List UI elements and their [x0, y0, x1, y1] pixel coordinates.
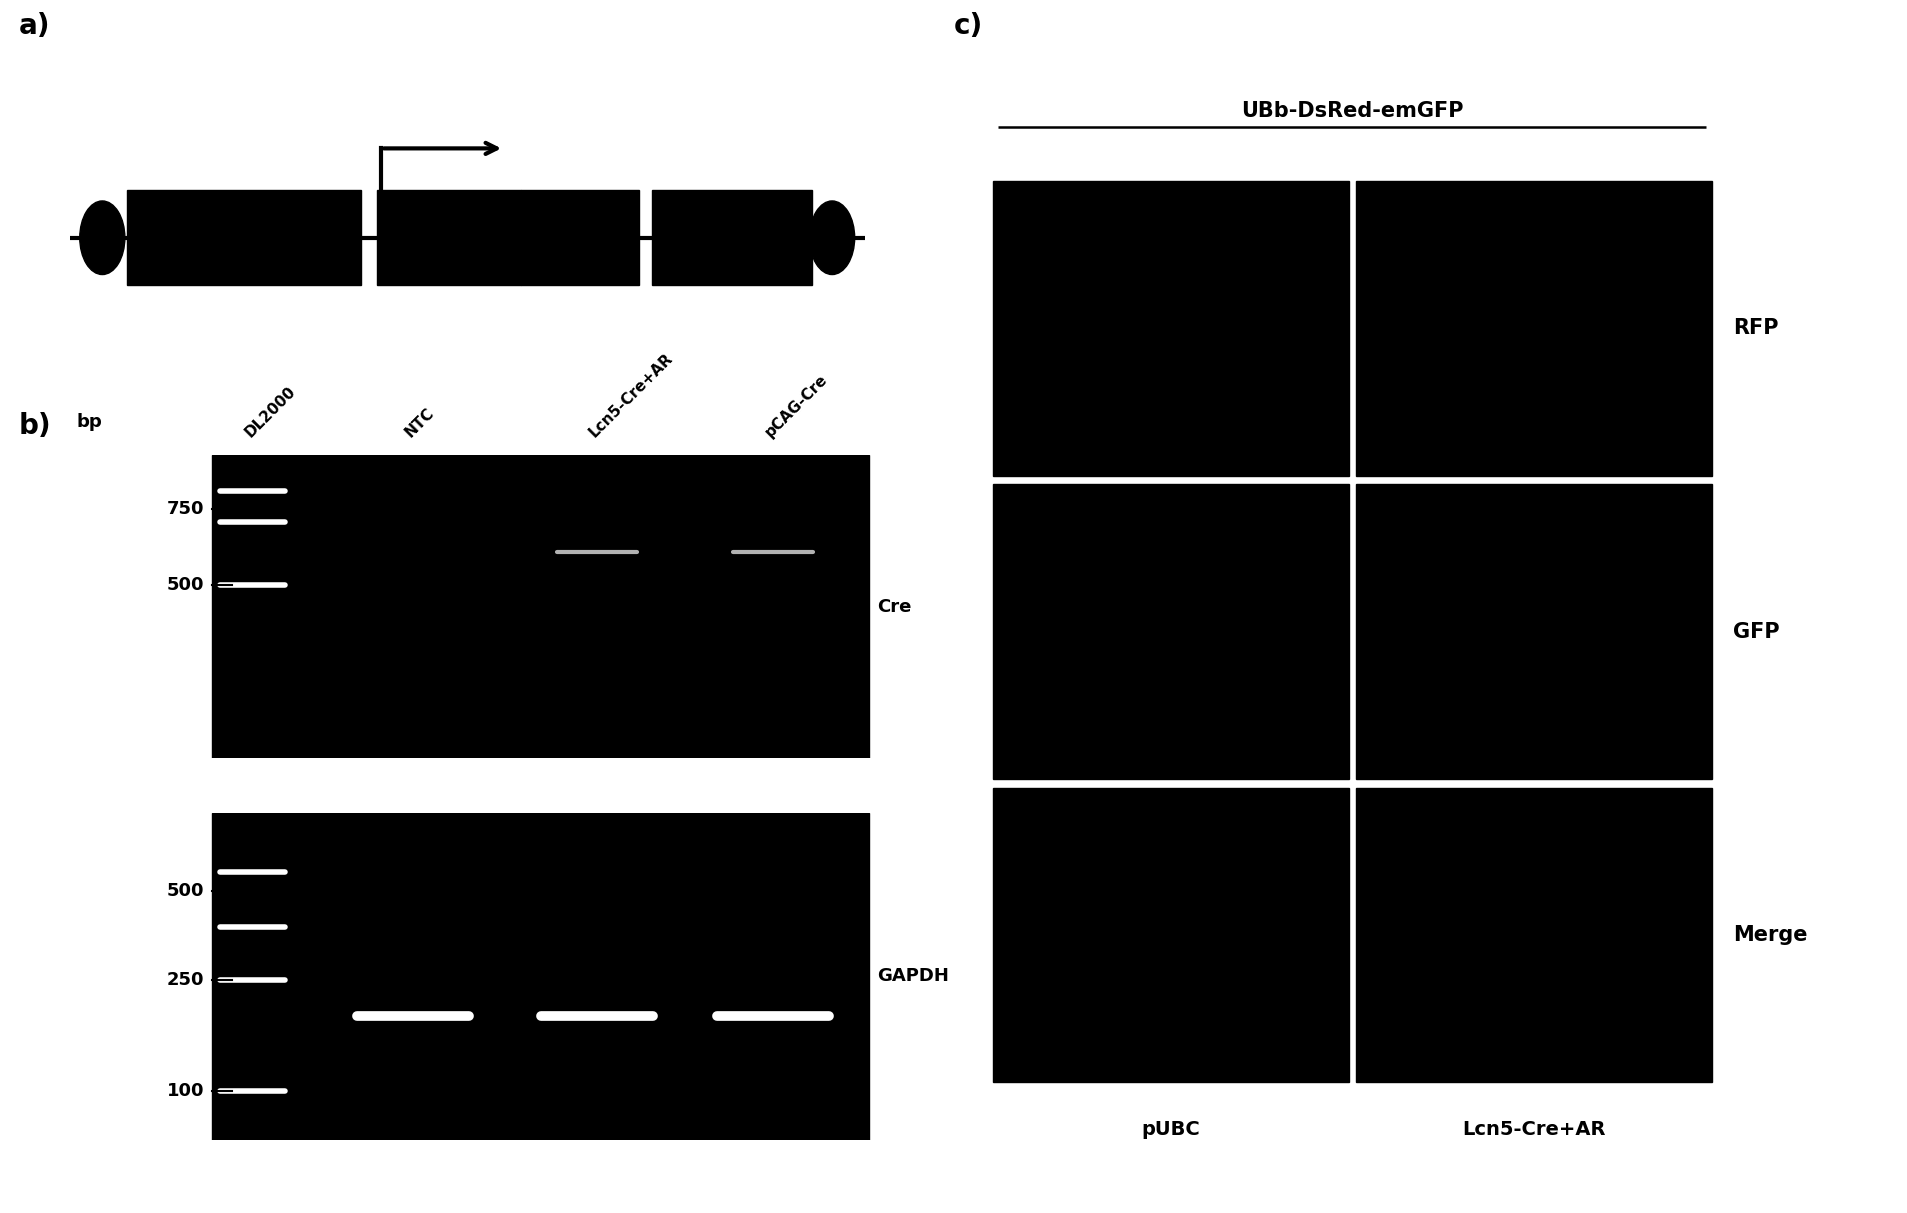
Text: 500: 500 — [168, 882, 204, 900]
Ellipse shape — [80, 201, 124, 274]
Text: pCAG-Cre: pCAG-Cre — [763, 371, 831, 439]
Bar — [1356, 787, 1712, 1082]
Text: Lcn5-Cre+AR: Lcn5-Cre+AR — [1463, 1120, 1606, 1139]
Bar — [994, 787, 1348, 1082]
Text: RFP: RFP — [1733, 319, 1779, 338]
Bar — [1356, 484, 1712, 779]
Text: bp: bp — [76, 412, 103, 431]
Text: DL2000: DL2000 — [242, 383, 297, 439]
Bar — [212, 455, 870, 758]
Bar — [994, 484, 1348, 779]
Text: b): b) — [19, 412, 51, 440]
Bar — [652, 190, 812, 285]
Bar — [378, 190, 521, 285]
Text: 750: 750 — [168, 501, 204, 518]
Text: GFP: GFP — [1733, 621, 1779, 642]
Text: UBb-DsRed-emGFP: UBb-DsRed-emGFP — [1241, 101, 1463, 121]
Bar — [128, 190, 360, 285]
Text: Lcn5-Cre+AR: Lcn5-Cre+AR — [585, 351, 675, 439]
Text: 500: 500 — [168, 576, 204, 594]
Bar — [994, 181, 1348, 475]
Text: c): c) — [954, 12, 982, 40]
Bar — [521, 190, 639, 285]
Text: Merge: Merge — [1733, 924, 1808, 945]
Text: 100: 100 — [168, 1082, 204, 1100]
Ellipse shape — [810, 201, 854, 274]
Text: 250: 250 — [168, 970, 204, 989]
Bar — [212, 813, 870, 1140]
Text: GAPDH: GAPDH — [877, 968, 950, 985]
Text: a): a) — [19, 12, 51, 40]
Text: NTC: NTC — [402, 405, 437, 439]
Bar — [1356, 181, 1712, 475]
Text: pUBC: pUBC — [1142, 1120, 1200, 1139]
Text: Cre: Cre — [877, 598, 912, 615]
